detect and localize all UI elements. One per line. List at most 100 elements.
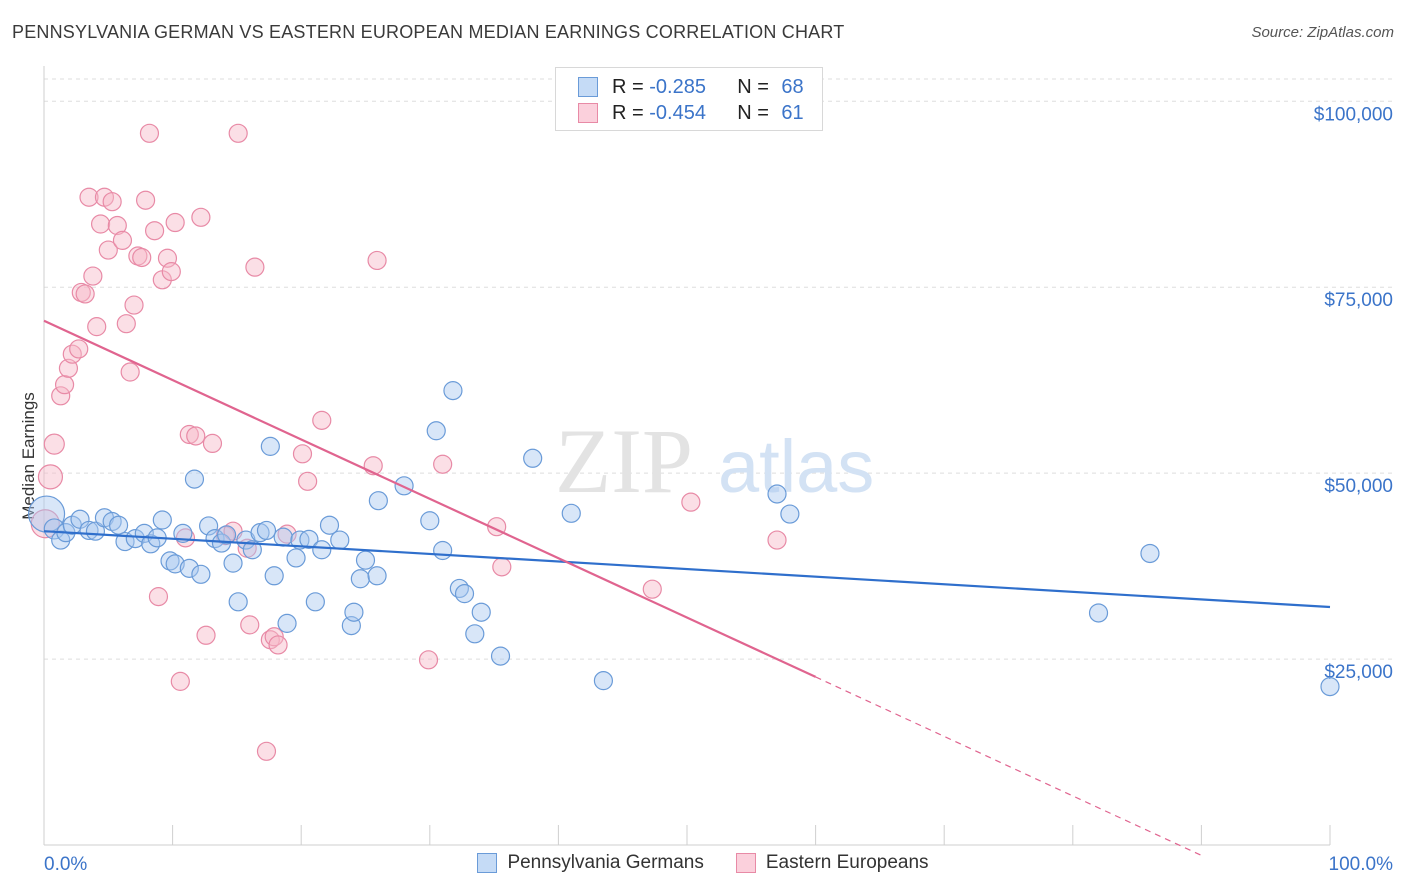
point-pennsylvania-germans xyxy=(199,516,219,536)
y-tick-label: $50,000 xyxy=(1324,476,1393,497)
point-eastern-europeans xyxy=(107,215,127,236)
point-pennsylvania-germans xyxy=(256,520,277,541)
x-tick-labels: 0.0% 100.0% xyxy=(44,854,1393,875)
point-eastern-europeans xyxy=(202,433,223,454)
point-pennsylvania-germans xyxy=(299,529,319,549)
point-eastern-europeans xyxy=(116,314,136,334)
point-pennsylvania-germans xyxy=(471,602,491,622)
legend-item-eastern-europeans: Eastern Europeans xyxy=(735,852,929,874)
point-eastern-europeans xyxy=(90,214,111,234)
point-eastern-europeans xyxy=(139,123,160,143)
trend-lines xyxy=(43,319,1331,856)
point-pennsylvania-germans xyxy=(85,521,106,541)
point-pennsylvania-germans xyxy=(1088,603,1109,623)
point-eastern-europeans xyxy=(228,123,248,143)
point-pennsylvania-germans xyxy=(561,503,581,523)
point-eastern-europeans xyxy=(135,190,156,210)
watermark-atlas: atlas xyxy=(718,425,874,508)
point-eastern-europeans xyxy=(37,464,64,490)
point-eastern-europeans xyxy=(312,410,332,430)
point-eastern-europeans xyxy=(98,240,118,260)
legend-n-label: N = xyxy=(737,75,769,98)
point-eastern-europeans xyxy=(292,444,313,464)
point-pennsylvania-germans xyxy=(449,578,469,599)
point-pennsylvania-germans xyxy=(767,484,787,504)
watermark-zip: ZIP xyxy=(555,410,693,512)
point-eastern-europeans xyxy=(43,433,65,455)
point-pennsylvania-germans xyxy=(165,554,185,574)
point-eastern-europeans xyxy=(54,375,75,395)
point-eastern-europeans xyxy=(83,266,103,286)
series-legend: Pennsylvania Germans Eastern Europeans xyxy=(0,852,1406,874)
point-pennsylvania-germans xyxy=(368,491,388,511)
point-pennsylvania-germans xyxy=(490,646,511,666)
point-eastern-europeans xyxy=(161,262,181,282)
point-eastern-europeans xyxy=(148,587,169,607)
point-pennsylvania-germans xyxy=(350,569,370,589)
point-pennsylvania-germans xyxy=(319,515,340,535)
point-eastern-europeans xyxy=(102,192,122,212)
y-axis-label: Median Earnings xyxy=(19,392,38,520)
point-eastern-europeans xyxy=(144,221,165,241)
point-eastern-europeans xyxy=(186,426,206,446)
legend-n-value: 68 xyxy=(781,75,804,98)
legend-swatch-blue xyxy=(578,77,598,97)
point-eastern-europeans xyxy=(245,257,265,277)
point-pennsylvania-germans xyxy=(191,564,211,584)
point-pennsylvania-germans xyxy=(184,469,205,489)
point-pennsylvania-germans xyxy=(125,528,145,549)
point-eastern-europeans xyxy=(642,579,662,599)
point-eastern-europeans xyxy=(240,615,260,635)
legend-r-label: R = xyxy=(612,101,644,124)
point-eastern-europeans xyxy=(69,339,89,359)
point-pennsylvania-germans xyxy=(152,510,172,530)
point-pennsylvania-germans xyxy=(277,613,297,633)
point-pennsylvania-germans xyxy=(312,540,332,560)
point-eastern-europeans xyxy=(191,207,211,227)
point-pennsylvania-germans xyxy=(330,530,350,550)
point-pennsylvania-germans xyxy=(426,421,446,441)
point-pennsylvania-germans xyxy=(367,566,387,586)
point-eastern-europeans xyxy=(58,358,79,378)
x-tick-label: 100.0% xyxy=(1329,854,1394,875)
point-eastern-europeans xyxy=(62,344,82,364)
point-pennsylvania-germans xyxy=(454,584,475,604)
point-eastern-europeans xyxy=(165,212,185,233)
y-tick-label: $100,000 xyxy=(1314,104,1393,125)
legend-row-blue: R = -0.285 N = 68 xyxy=(578,75,811,99)
point-pennsylvania-germans xyxy=(264,566,284,586)
point-eastern-europeans xyxy=(767,530,787,550)
legend-label-pennsylvania-germans: Pennsylvania Germans xyxy=(507,852,704,873)
point-eastern-europeans xyxy=(75,284,95,304)
legend-swatch-blue xyxy=(477,853,498,873)
legend-r-value: -0.454 xyxy=(649,101,706,124)
point-pennsylvania-germans xyxy=(433,540,453,561)
point-pennsylvania-germans xyxy=(523,448,543,468)
point-pennsylvania-germans xyxy=(344,602,364,622)
legend-n-label: N = xyxy=(737,101,769,124)
point-pennsylvania-germans xyxy=(273,527,293,547)
legend-n-value: 61 xyxy=(781,101,804,124)
axes xyxy=(43,66,1331,846)
correlation-legend: R = -0.285 N = 68 R = -0.454 N = 61 xyxy=(555,67,823,131)
point-eastern-europeans xyxy=(367,250,387,271)
y-tick-label: $75,000 xyxy=(1324,290,1393,311)
point-eastern-europeans xyxy=(298,471,318,491)
point-pennsylvania-germans xyxy=(1140,543,1160,564)
trend-line-eastern-europeans xyxy=(43,319,817,678)
point-pennsylvania-germans xyxy=(173,523,193,543)
point-eastern-europeans xyxy=(418,650,439,670)
point-eastern-europeans xyxy=(87,317,107,337)
point-pennsylvania-germans xyxy=(465,624,485,644)
watermark: ZIP atlas xyxy=(555,410,874,512)
point-pennsylvania-germans xyxy=(1320,676,1340,697)
point-pennsylvania-germans xyxy=(179,558,199,578)
trend-line-eastern-europeans-extension xyxy=(815,676,1202,856)
legend-row-pink: R = -0.454 N = 61 xyxy=(578,101,811,125)
point-pennsylvania-germans xyxy=(160,551,180,571)
point-pennsylvania-germans xyxy=(286,548,306,568)
legend-swatch-pink xyxy=(578,103,598,123)
point-eastern-europeans xyxy=(492,557,512,577)
source-label: Source: ZipAtlas.com xyxy=(1251,24,1394,41)
